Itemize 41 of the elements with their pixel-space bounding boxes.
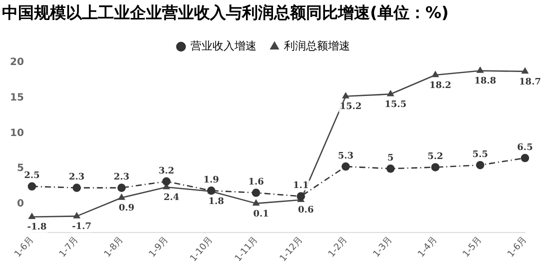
data-label: 15.5 xyxy=(384,100,406,110)
y-tick-label: 0 xyxy=(16,198,24,210)
legend-label: 营业收入增速 xyxy=(190,40,256,53)
data-label: 5 xyxy=(387,153,394,164)
data-label: 0.9 xyxy=(118,204,134,214)
data-label: 5.2 xyxy=(428,152,444,162)
y-tick-label: 5 xyxy=(16,163,24,174)
data-label: 1.1 xyxy=(293,181,309,192)
y-tick-label: 15 xyxy=(10,92,24,104)
chart-title: 中国规模以上工业企业营业收入与利润总额同比增速(单位：%) xyxy=(2,2,449,22)
data-label: 1.9 xyxy=(203,175,220,186)
x-tick-label: 1-7月 xyxy=(58,234,81,260)
data-label: 5.5 xyxy=(472,150,488,160)
data-label: 15.2 xyxy=(340,102,362,112)
y-tick-label: 10 xyxy=(10,128,24,139)
x-tick-label: 1-6月 xyxy=(506,234,530,260)
x-tick-label: 1-4月 xyxy=(416,234,440,260)
data-label: 18.7 xyxy=(519,77,541,88)
data-label: 0.6 xyxy=(298,206,314,216)
x-tick-label: 1-8月 xyxy=(102,234,126,260)
data-label: -1.7 xyxy=(72,222,92,232)
data-label: 2.3 xyxy=(68,172,85,183)
data-label: -1.8 xyxy=(27,222,47,233)
data-label: 18.8 xyxy=(474,76,496,87)
x-tick-label: 1-9月 xyxy=(148,234,170,260)
data-label: 6.5 xyxy=(517,142,533,153)
x-tick-label: 1-3月 xyxy=(372,234,395,260)
legend-label: 利润总额增速 xyxy=(284,40,350,53)
data-label: 0.1 xyxy=(253,209,269,220)
y-tick-label: 20 xyxy=(10,56,24,68)
data-label: 1.8 xyxy=(208,197,224,208)
x-tick-label: 1-5月 xyxy=(461,234,484,260)
x-tick-label: 1-2月 xyxy=(326,234,350,260)
data-label: 1.6 xyxy=(248,178,264,188)
data-label: 2.4 xyxy=(164,192,180,203)
data-label: 3.2 xyxy=(158,166,174,176)
data-label: 2.3 xyxy=(114,172,130,183)
data-label: 18.2 xyxy=(429,80,452,91)
x-tick-label: 1-6月 xyxy=(13,234,36,260)
data-label: 5.3 xyxy=(338,151,354,162)
data-label: 2.5 xyxy=(24,171,40,182)
